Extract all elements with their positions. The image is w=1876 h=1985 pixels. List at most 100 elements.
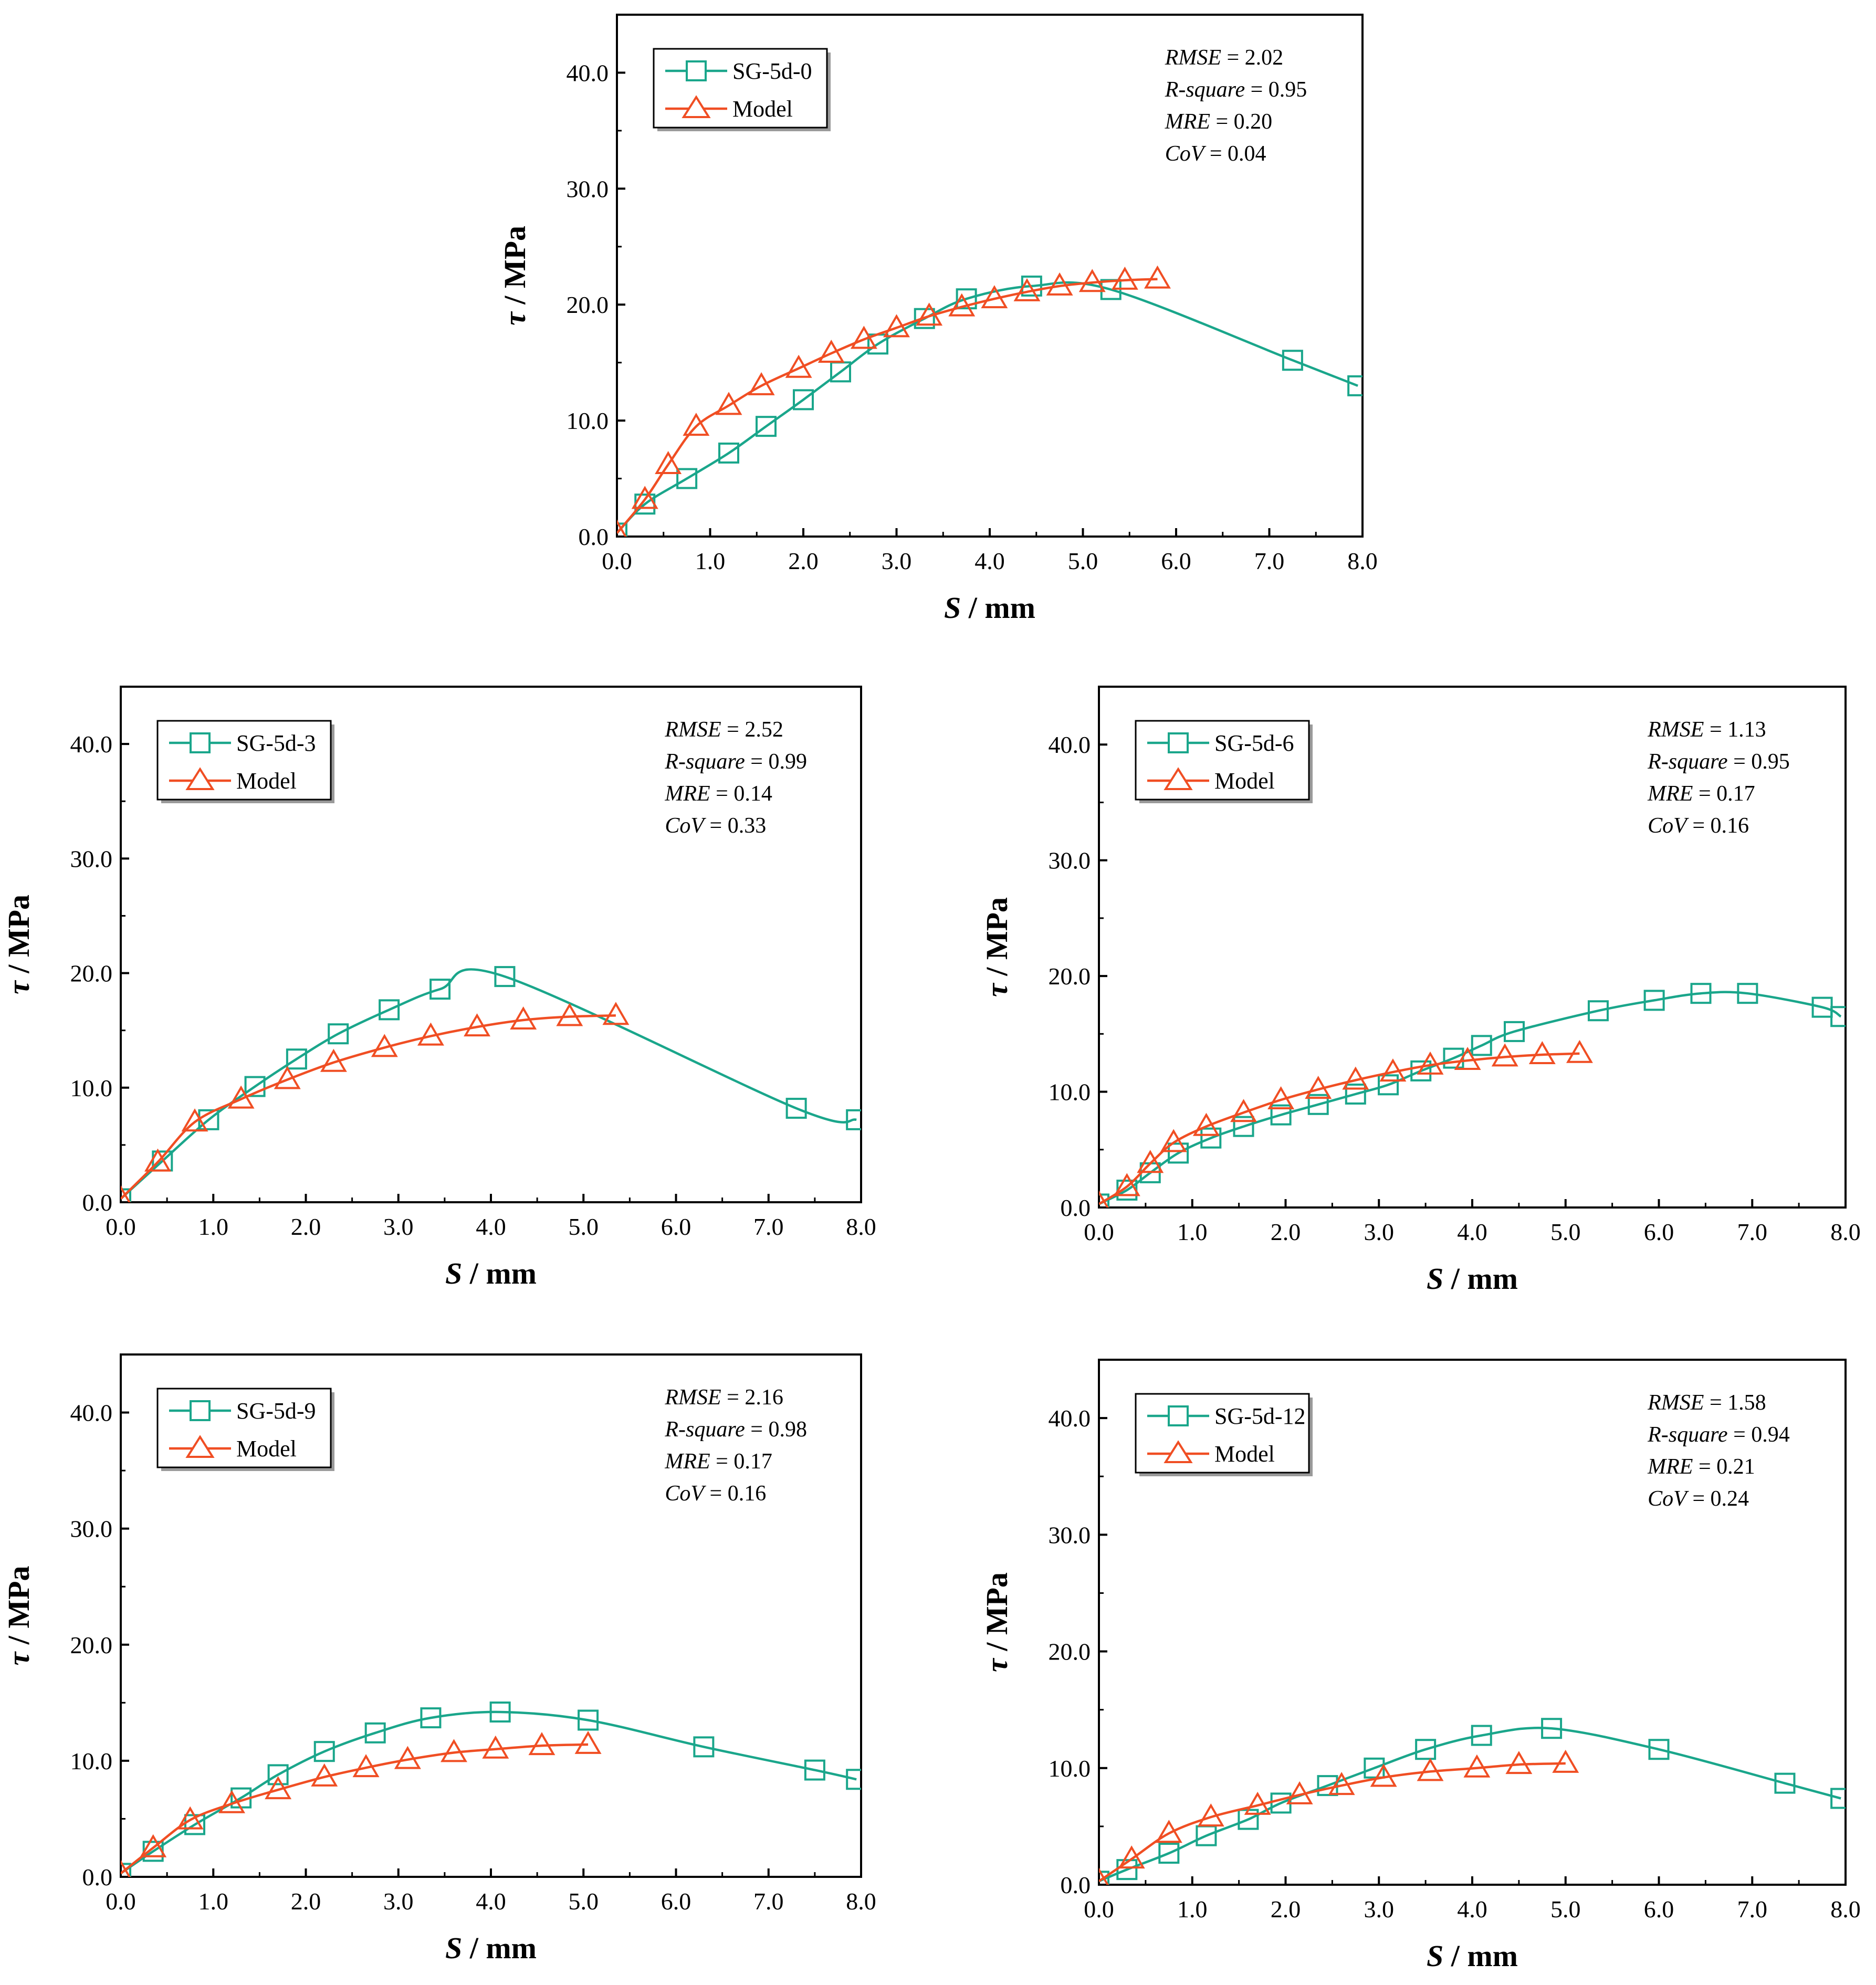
metric-r-square: R-square = 0.98 [664, 1417, 807, 1442]
series-line [1099, 1052, 1580, 1205]
x-tick-label: 7.0 [1737, 1896, 1768, 1923]
legend-triangle-icon [1164, 1440, 1193, 1463]
x-tick-label: 7.0 [1254, 548, 1285, 574]
data-point-square [1648, 1739, 1670, 1760]
metric-cov: CoV = 0.16 [665, 1482, 766, 1506]
data-point-triangle [121, 1860, 131, 1877]
x-tick-label: 7.0 [753, 1888, 784, 1915]
data-point-triangle [683, 413, 710, 436]
chart-panel-sg-5d-6: 0.0 1.0 2.0 3.0 4.0 5.0 6.0 7.0 8.0 0.0 10.0 20.0 30… [980, 686, 1861, 1296]
x-tick-label: 0.0 [1084, 1219, 1114, 1245]
data-point-triangle [1099, 1190, 1109, 1207]
x-axis-title: S / mm [445, 1931, 537, 1965]
x-tick-label: 7.0 [1737, 1219, 1768, 1245]
metric-cov: CoV = 0.33 [665, 814, 766, 838]
y-tick-label: 10.0 [1049, 1755, 1091, 1782]
data-point-triangle [916, 302, 943, 326]
y-axis-title: τ / MPa [498, 226, 532, 325]
data-point-triangle [785, 354, 812, 378]
x-tick-label: 0.0 [602, 548, 632, 574]
metric-cov: CoV = 0.24 [1648, 1487, 1749, 1511]
series-line [1099, 1726, 1841, 1883]
data-point-triangle [1417, 1758, 1444, 1781]
data-point-triangle [981, 285, 1008, 309]
legend-label: Model [1214, 1441, 1275, 1467]
data-point-square [244, 1076, 266, 1097]
data-point-square [676, 468, 698, 489]
data-point-square [494, 966, 516, 988]
x-tick-label: 1.0 [1177, 1896, 1208, 1923]
data-point-triangle [227, 1085, 255, 1109]
x-tick-label: 3.0 [383, 1213, 414, 1240]
y-tick-label: 30.0 [70, 845, 113, 872]
data-point-triangle [655, 451, 682, 475]
series-experiment [121, 966, 861, 1202]
data-point-triangle [371, 1034, 398, 1057]
data-point-square [1471, 1725, 1492, 1746]
data-point-triangle [1379, 1058, 1407, 1082]
x-tick-label: 6.0 [1161, 548, 1191, 574]
y-axis-title: τ / MPa [2, 895, 36, 994]
x-tick-label: 6.0 [1644, 1896, 1674, 1923]
metric-r-square: R-square = 0.94 [1647, 1423, 1790, 1447]
data-point-square [1378, 1074, 1399, 1096]
data-point-square [1099, 1193, 1109, 1207]
data-point-triangle [1505, 1751, 1533, 1774]
data-point-square [793, 389, 814, 411]
data-point-triangle [631, 486, 658, 509]
x-tick-label: 8.0 [1830, 1896, 1861, 1923]
y-axis-title: τ / MPa [980, 897, 1014, 997]
legend: SG-5d-12 Model [1135, 1393, 1313, 1476]
data-point-triangle [1463, 1754, 1491, 1778]
chart-panel-sg-5d-9: 0.0 1.0 2.0 3.0 4.0 5.0 6.0 7.0 8.0 0.0 10.0 20.0 30… [2, 1353, 876, 1965]
legend-square-icon [190, 732, 211, 753]
legend-box [653, 48, 828, 129]
x-tick-label: 4.0 [1457, 1896, 1487, 1923]
data-point-triangle [617, 519, 627, 537]
data-point-square [1345, 1083, 1366, 1105]
x-tick-label: 6.0 [661, 1213, 691, 1240]
data-point-square [956, 288, 977, 310]
data-point-triangle [1137, 1150, 1164, 1173]
data-point-triangle [556, 1003, 583, 1026]
x-tick-label: 0.0 [1084, 1896, 1114, 1923]
data-point-square [1200, 1127, 1222, 1149]
legend-square-icon [190, 1400, 211, 1421]
x-tick-label: 0.0 [106, 1213, 136, 1240]
metric-mre: MRE = 0.17 [664, 1450, 772, 1474]
data-point-square [364, 1722, 386, 1744]
data-point-triangle [464, 1013, 491, 1037]
data-point-triangle [1099, 1867, 1109, 1885]
x-tick-label: 1.0 [198, 1213, 229, 1240]
y-tick-label: 0.0 [82, 1189, 113, 1216]
x-axis-title: S / mm [445, 1256, 537, 1290]
metric-rmse: RMSE = 2.52 [664, 718, 783, 742]
x-tick-label: 6.0 [661, 1888, 691, 1915]
x-tick-label: 7.0 [753, 1213, 784, 1240]
y-tick-label: 20.0 [1049, 963, 1091, 990]
data-point-triangle [1113, 1173, 1140, 1196]
data-point-triangle [850, 325, 877, 349]
data-point-square [267, 1764, 289, 1786]
data-point-triangle [274, 1066, 301, 1089]
data-point-triangle [883, 314, 910, 338]
data-point-triangle [1155, 1820, 1182, 1843]
x-tick-label: 1.0 [695, 548, 726, 574]
x-tick-label: 4.0 [476, 1213, 506, 1240]
legend: SG-5d-6 Model [1135, 720, 1313, 803]
x-tick-label: 2.0 [1271, 1219, 1301, 1245]
data-point-square [489, 1702, 511, 1723]
data-point-triangle [121, 1185, 131, 1202]
data-point-triangle [1160, 1129, 1187, 1152]
data-point-square [1830, 1006, 1846, 1027]
series-line [617, 278, 1158, 534]
x-tick-label: 2.0 [291, 1213, 321, 1240]
chart-panel-sg-5d-0: 0.0 1.0 2.0 3.0 4.0 5.0 6.0 7.0 8.0 0.0 10.0 20.0 30… [498, 14, 1378, 625]
x-tick-label: 5.0 [1550, 1219, 1581, 1245]
data-point-square [1282, 350, 1303, 371]
metric-rmse: RMSE = 1.13 [1647, 718, 1766, 742]
y-tick-label: 0.0 [579, 523, 609, 550]
y-tick-label: 30.0 [1049, 1521, 1091, 1548]
data-point-triangle [1118, 1845, 1145, 1869]
x-axis-title: S / mm [1427, 1262, 1518, 1296]
